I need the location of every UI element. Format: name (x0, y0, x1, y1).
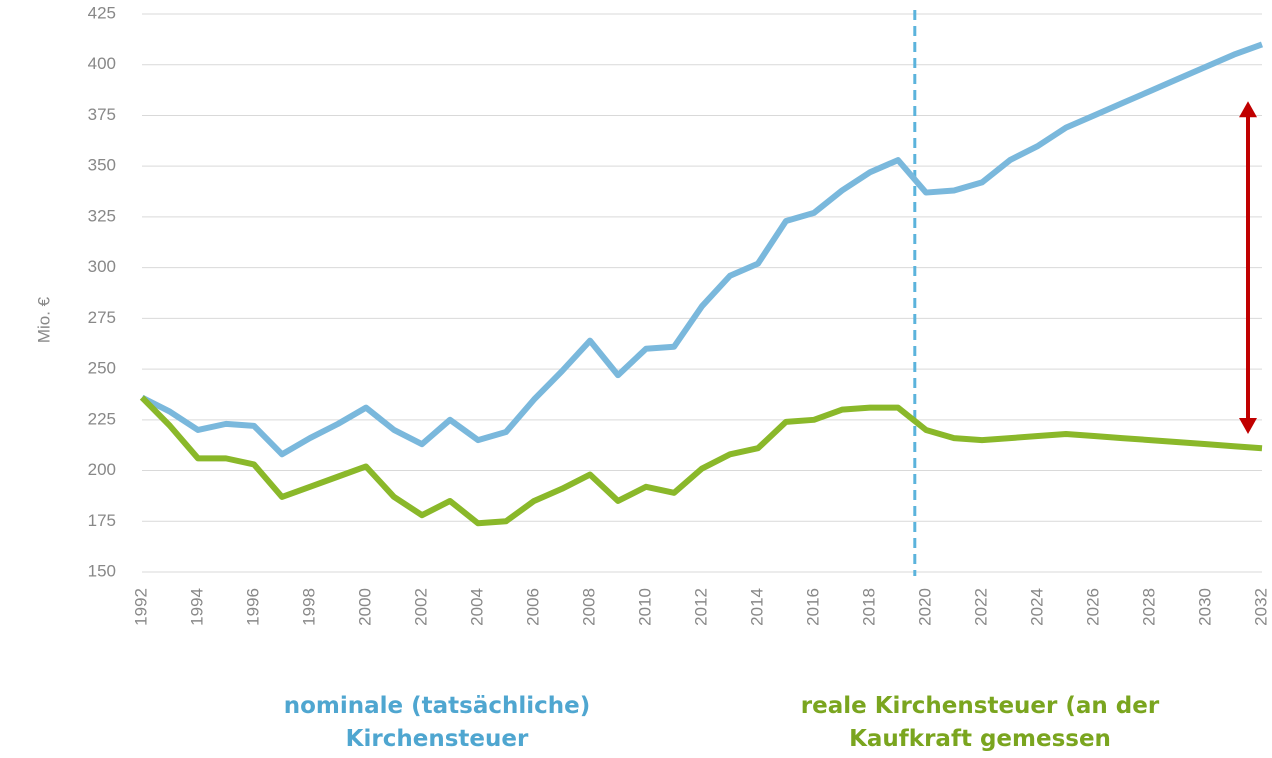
series-line (140, 41, 1264, 458)
x-tick-label: 2020 (915, 588, 934, 626)
x-tick-label: 2030 (1195, 588, 1214, 626)
x-tick-label: 1996 (243, 588, 262, 626)
y-tick-label: 250 (88, 359, 116, 378)
arrow-head (1239, 101, 1257, 118)
y-tick-label: 425 (88, 3, 116, 22)
y-tick-label: 275 (88, 308, 116, 327)
x-tick-label: 2000 (355, 588, 374, 626)
x-tick-label: 2002 (411, 588, 430, 626)
x-tick-label: 2006 (523, 588, 542, 626)
y-tick-label: 225 (88, 409, 116, 428)
x-tick-label: 2014 (747, 588, 766, 626)
y-tick-label: 150 (88, 561, 116, 580)
legend-real: reale Kirchensteuer (an der Kaufkraft ge… (800, 693, 1160, 752)
x-tick-label: 1998 (299, 588, 318, 626)
x-tick-label: 2012 (691, 588, 710, 626)
y-tick-label: 300 (88, 257, 116, 276)
y-tick-label: 400 (88, 54, 116, 73)
y-tick-label: 175 (88, 511, 116, 530)
chart: Mio. € 150 175 200 225 250 275 300 325 350 375 400… (34, 3, 1270, 626)
x-tick-label: 2018 (859, 588, 878, 626)
x-tick-label: 2024 (1027, 588, 1046, 626)
y-axis-label: Mio. € (34, 296, 53, 343)
y-tick-label: 375 (88, 105, 116, 124)
y-tick-label: 200 (88, 460, 116, 479)
x-tick-label: 1994 (187, 588, 206, 626)
x-tick-label: 2004 (467, 588, 486, 626)
series-line (139, 395, 1263, 527)
y-tick-label: 350 (88, 156, 116, 175)
x-tick-label: 2010 (635, 588, 654, 626)
x-tick-label: 2016 (803, 588, 822, 626)
x-tick-label: 2022 (971, 588, 990, 626)
x-tick-label: 2008 (579, 588, 598, 626)
x-tick-label: 2028 (1139, 588, 1158, 626)
y-tick-label: 325 (88, 206, 116, 225)
arrow-head (1239, 418, 1257, 435)
legend-nominal: nominale (tatsächliche) Kirchensteuer (283, 693, 591, 752)
x-tick-label: 2026 (1083, 588, 1102, 626)
x-tick-label: 1992 (131, 588, 150, 626)
x-tick-label: 2032 (1251, 588, 1270, 626)
